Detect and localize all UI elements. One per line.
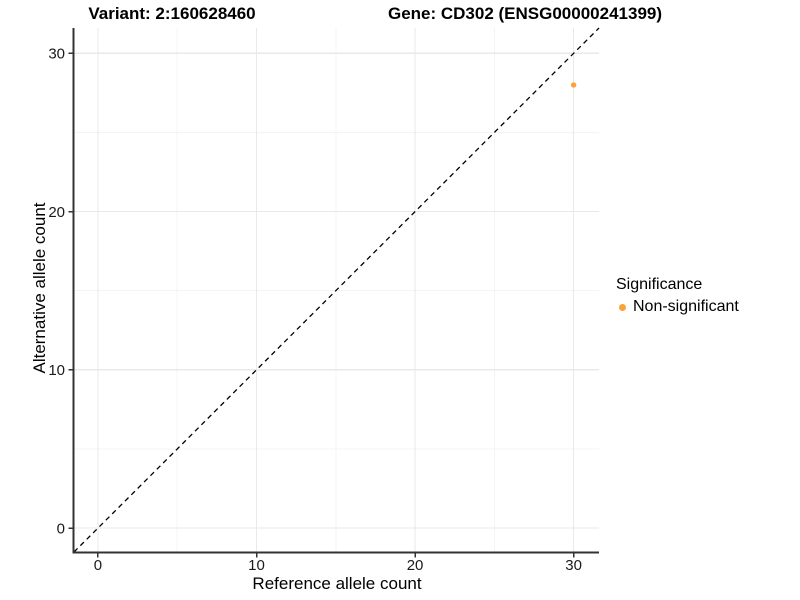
legend-title: Significance	[616, 276, 703, 293]
y-tick-label: 0	[57, 520, 65, 537]
x-tick-label: 30	[565, 557, 582, 574]
legend-item: Non-significant	[616, 298, 739, 316]
identity-line	[73, 27, 600, 553]
x-axis-label: Reference allele count	[252, 574, 422, 593]
x-tick-label: 0	[94, 557, 102, 574]
legend: Significance Non-significant	[616, 275, 739, 316]
y-axis-label: Alternative allele count	[30, 202, 49, 374]
plot-title-variant: Variant: 2:160628460	[88, 4, 256, 23]
y-tick-label: 20	[48, 204, 65, 221]
plot-title-gene: Gene: CD302 (ENSG00000241399)	[387, 4, 663, 23]
legend-item-label: Non-significant	[633, 298, 739, 315]
x-tick-label: 10	[248, 557, 265, 574]
y-tick-label: 10	[48, 362, 65, 379]
y-tick-label: 30	[48, 46, 65, 63]
legend-point-icon	[619, 303, 626, 311]
data-point	[570, 82, 577, 88]
x-tick-label: 20	[407, 557, 424, 574]
